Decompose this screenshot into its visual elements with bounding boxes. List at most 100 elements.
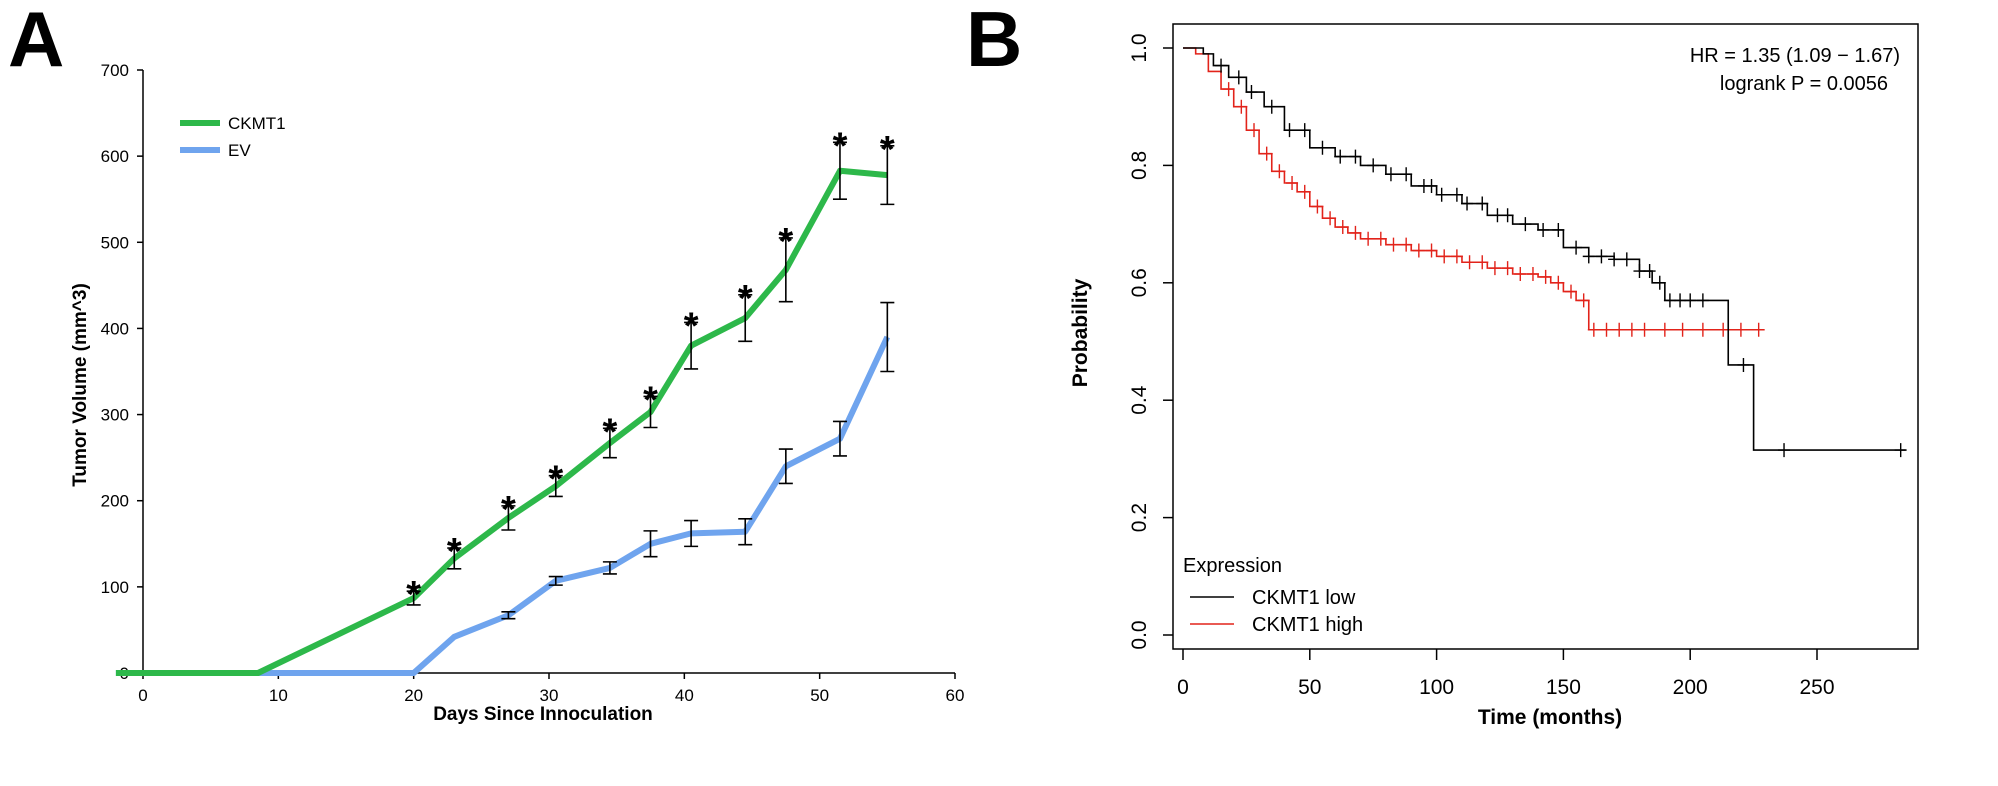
censor-mark-ckmt1-low [1284,123,1296,137]
censor-mark-ckmt1-low [1519,217,1531,231]
censor-mark-ckmt1-low [1595,249,1607,263]
censor-mark-ckmt1-high [1717,323,1729,337]
panel-b-y-tick-label: 0.2 [1128,503,1151,532]
panel-a-y-tick-label: 700 [101,61,129,80]
censor-mark-ckmt1-high [1248,123,1260,137]
significance-star: * [880,129,895,171]
panel-a-x-tick-label: 50 [810,686,829,705]
panel-b: B 0.0 0.2 0.4 0.6 0.8 1.0 0 50 100 150 200 250 Time… [966,0,1918,729]
censor-mark-ckmt1-high [1626,323,1638,337]
censor-mark-ckmt1-high [1349,226,1361,240]
panel-b-y-tick-label: 0.8 [1128,151,1151,180]
panel-a-y-tick-label: 600 [101,147,129,166]
censor-mark-ckmt1-high [1588,323,1600,337]
km-curve-ckmt1-low [1183,48,1906,450]
censor-mark-ckmt1-low [1400,167,1412,181]
censor-mark-ckmt1-high [1540,270,1552,284]
censor-mark-ckmt1-high [1578,293,1590,307]
error-bar-ev [880,303,894,372]
figure: A 01002003004005006007000 10 20 30 40 50 60 **… [0,0,1998,786]
censor-mark-ckmt1-low [1233,70,1245,84]
censor-mark-ckmt1-high [1438,249,1450,263]
km-curve-ckmt1-high [1183,48,1761,330]
censor-mark-ckmt1-low [1621,252,1633,266]
panel-a-x-tick-label: 0 [138,686,147,705]
panel-b-x-tick-label: 250 [1799,676,1834,699]
panel-b-x-axis-title: Time (months) [1478,706,1622,729]
censor-mark-ckmt1-low [1552,223,1564,237]
censor-mark-ckmt1-low [1349,150,1361,164]
censor-mark-ckmt1-low [1426,179,1438,193]
panel-a-x-tick-label: 10 [269,686,288,705]
significance-star: * [406,574,421,616]
censor-mark-ckmt1-high [1753,323,1765,337]
censor-mark-ckmt1-low [1461,197,1473,211]
censor-mark-ckmt1-high [1502,261,1514,275]
censor-mark-ckmt1-high [1565,285,1577,299]
censor-mark-ckmt1-high [1375,232,1387,246]
censor-mark-ckmt1-low [1476,197,1488,211]
panel-b-y-tick-label: 0.0 [1128,620,1151,649]
censor-mark-ckmt1-low [1570,241,1582,255]
censor-mark-ckmt1-high [1387,238,1399,252]
panel-b-legend: Expression CKMT1 low CKMT1 high [1183,555,1363,636]
panel-b-x-tick-label: 100 [1419,676,1454,699]
panel-b-x-tick-label: 200 [1673,676,1708,699]
censor-mark-ckmt1-low [1316,141,1328,155]
panel-a-x-tick-label: 40 [675,686,694,705]
censor-mark-ckmt1-high [1601,323,1613,337]
censor-mark-ckmt1-high [1639,323,1651,337]
panel-b-y-tick-label: 0.6 [1128,268,1151,297]
legend-high-label: CKMT1 high [1252,614,1363,636]
censor-mark-ckmt1-low [1697,293,1709,307]
censor-mark-ckmt1-high [1514,267,1526,281]
censor-mark-ckmt1-high [1464,255,1476,269]
censor-mark-ckmt1-low [1895,443,1907,457]
hazard-ratio-annotation: HR = 1.35 (1.09 − 1.67) [1690,45,1900,67]
panel-a-label: A [8,0,64,83]
panel-b-x-tick-label: 0 [1177,676,1189,699]
censor-mark-ckmt1-high [1677,323,1689,337]
significance-star: * [684,305,699,347]
panel-a-y-tick-label: 400 [101,319,129,338]
censor-mark-ckmt1-low [1245,85,1257,99]
panel-a-y-tick-label: 300 [101,406,129,425]
censor-mark-ckmt1-low [1266,100,1278,114]
censor-mark-ckmt1-high [1697,323,1709,337]
significance-star: * [548,459,563,501]
censor-mark-ckmt1-high [1489,261,1501,275]
censor-mark-ckmt1-low [1684,293,1696,307]
censor-mark-ckmt1-high [1261,147,1273,161]
censor-mark-ckmt1-high [1613,323,1625,337]
panel-a-y-tick-label: 200 [101,492,129,511]
censor-mark-ckmt1-high [1552,276,1564,290]
censor-mark-ckmt1-high [1527,267,1539,281]
legend-low-label: CKMT1 low [1252,587,1356,609]
panel-b-x-tick-label: 50 [1298,676,1321,699]
panel-a-series [116,171,887,673]
legend-ckmt1-label: CKMT1 [228,114,286,133]
censor-mark-ckmt1-low [1367,158,1379,172]
logrank-p-annotation: logrank P = 0.0056 [1720,73,1888,95]
panel-b-y-tick-label: 1.0 [1128,33,1151,62]
censor-mark-ckmt1-high [1413,244,1425,258]
censor-mark-ckmt1-low [1644,264,1656,278]
censor-mark-ckmt1-high [1476,255,1488,269]
censor-mark-ckmt1-low [1654,276,1666,290]
panel-b-label: B [966,0,1022,83]
censor-mark-ckmt1-low [1215,59,1227,73]
censor-mark-ckmt1-low [1385,167,1397,181]
panel-b-y-axis-title: Probability [1069,278,1092,387]
censor-mark-ckmt1-low [1778,443,1790,457]
panel-a-x-tick-label: 60 [946,686,965,705]
censor-mark-ckmt1-low [1737,358,1749,372]
censor-mark-ckmt1-high [1311,199,1323,213]
panel-a-legend: CKMT1 EV [180,114,286,160]
censor-mark-ckmt1-high [1400,238,1412,252]
panel-a-y-tick-label: 500 [101,233,129,252]
significance-star: * [501,489,516,531]
legend-ev-label: EV [228,141,251,160]
censor-mark-ckmt1-high [1299,185,1311,199]
censor-mark-ckmt1-high [1735,323,1747,337]
